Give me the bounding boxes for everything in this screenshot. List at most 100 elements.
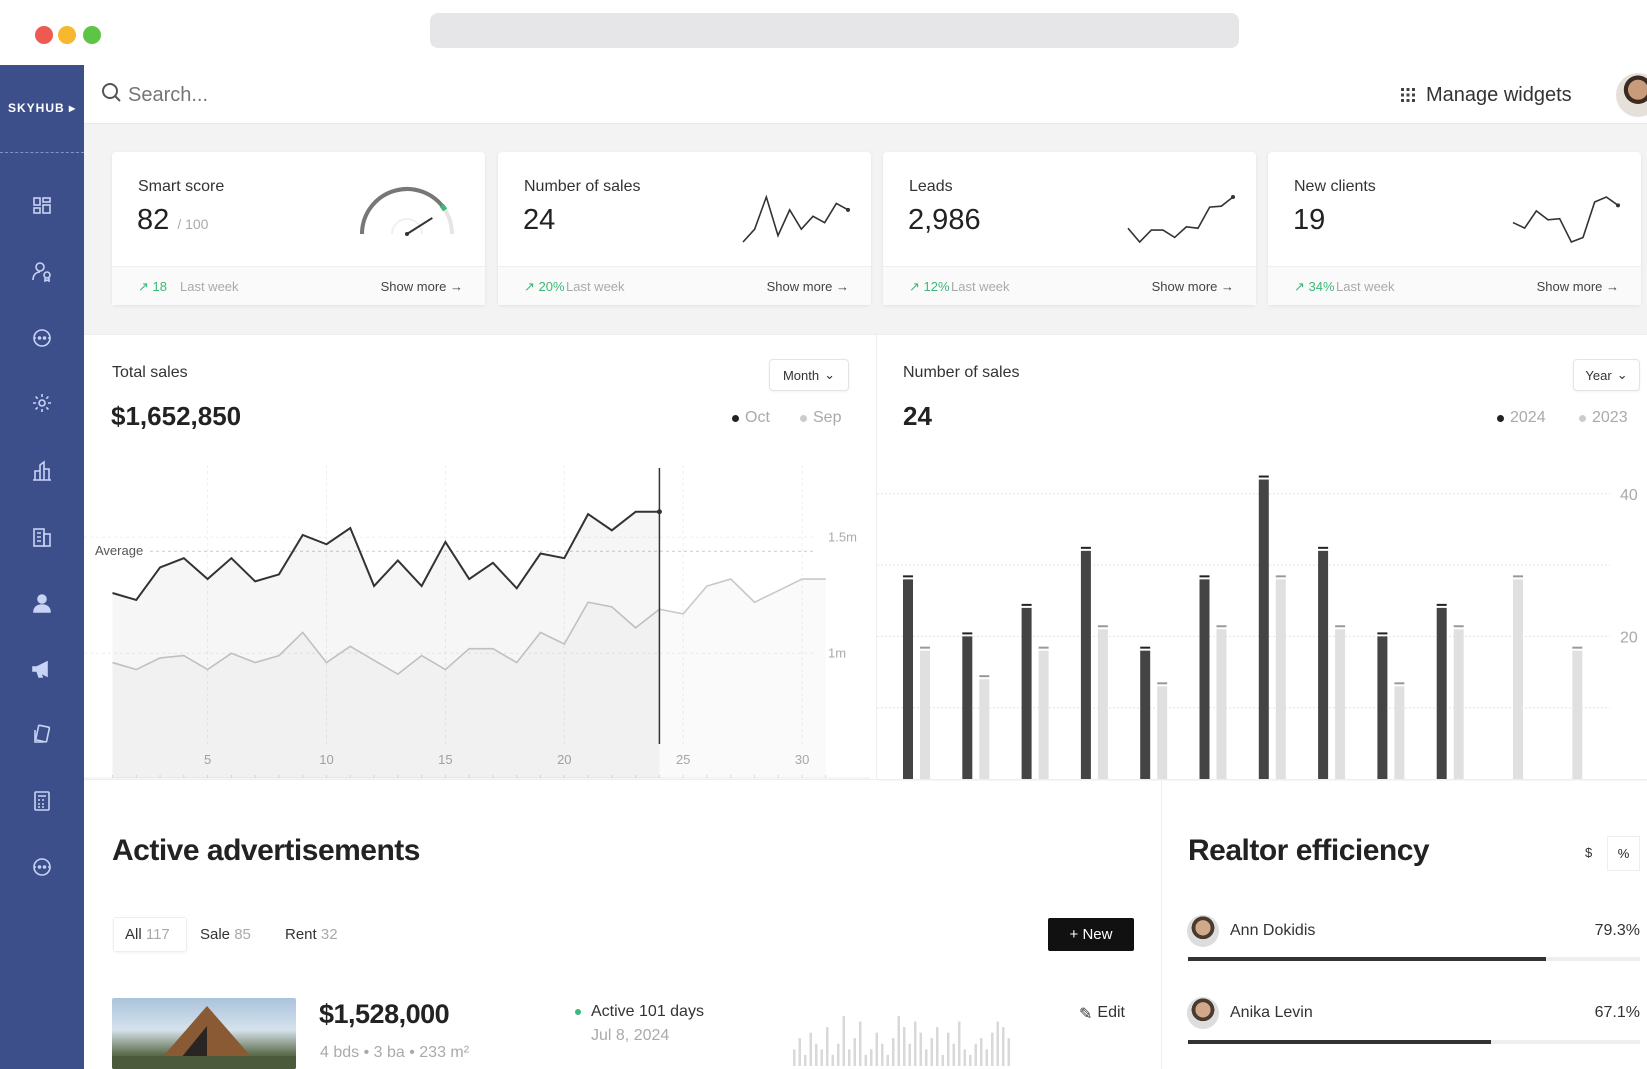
person-icon[interactable] [30, 591, 54, 615]
grid-icon [1401, 88, 1415, 102]
new-ad-button[interactable]: + New [1048, 918, 1134, 951]
legend-2023: 2023 [1579, 409, 1628, 427]
city-icon[interactable] [30, 459, 54, 483]
building-icon[interactable] [30, 525, 54, 549]
score-value: 82 [137, 204, 170, 236]
activity-bar [875, 1032, 878, 1066]
sparkline-path [1127, 196, 1234, 244]
show-more-link[interactable]: Show more → [1151, 279, 1234, 294]
gear-icon[interactable] [30, 391, 54, 415]
year-select[interactable]: Year ⌄ [1573, 359, 1640, 391]
kpi-period: Last week [180, 279, 239, 294]
status-dot [575, 1009, 581, 1015]
support-icon[interactable] [30, 326, 54, 350]
activity-bar [930, 1038, 933, 1066]
kpi-card-number-of-sales: Number of sales 24 ↗ 20% Last week Show … [498, 152, 871, 305]
activity-bar [1002, 1027, 1005, 1066]
logo[interactable]: SKYHUB ▸ [7, 101, 77, 115]
activity-bar [864, 1054, 867, 1066]
activity-bar [985, 1049, 988, 1066]
activity-bar [952, 1043, 955, 1066]
listing-date: Jul 8, 2024 [591, 1027, 670, 1044]
filter-all-tab[interactable] [113, 917, 187, 952]
megaphone-icon[interactable] [30, 657, 54, 681]
user-badge-icon[interactable] [30, 259, 54, 283]
cards-icon[interactable] [30, 722, 54, 746]
activity-bar [837, 1043, 840, 1066]
kpi-title: Smart score [138, 178, 225, 195]
kpi-change: ↗ 34% [1294, 279, 1335, 294]
address-bar[interactable] [430, 13, 1239, 48]
chevron-down-icon: ⌄ [824, 367, 836, 382]
unit-dollar-toggle[interactable]: $ [1585, 845, 1593, 860]
activity-bar [848, 1049, 851, 1066]
activity-bar [870, 1049, 873, 1066]
kpi-footer: ↗ 20% Last week Show more → [498, 266, 871, 305]
score-max: / 100 [177, 216, 209, 232]
activity-bar [969, 1054, 972, 1066]
show-more-link[interactable]: Show more → [380, 279, 463, 294]
listing-photo[interactable] [112, 998, 296, 1069]
divider [1161, 780, 1162, 1069]
activity-bar [947, 1032, 950, 1066]
search-icon [102, 83, 121, 102]
filter-all[interactable]: All 117 [125, 926, 170, 943]
show-more-link[interactable]: Show more → [766, 279, 849, 294]
smart-score-gauge [360, 187, 454, 236]
kpi-card-smart-score: Smart score 82 / 100 ↗ 18 Last week Show… [112, 152, 485, 305]
realtor-avatar [1187, 915, 1219, 947]
calculator-icon[interactable] [30, 789, 54, 813]
activity-bar [826, 1027, 829, 1066]
kpi-change: ↗ 12% [909, 279, 950, 294]
unit-percent-toggle[interactable]: % [1607, 836, 1640, 871]
realtor-pct: 79.3% [1594, 922, 1640, 939]
sparkline [1512, 196, 1620, 244]
activity-bar [908, 1043, 911, 1066]
activity-bar [815, 1043, 818, 1066]
kpi-value: 82 / 100 [137, 204, 208, 237]
user-avatar[interactable] [1616, 73, 1647, 117]
activity-bar [974, 1043, 977, 1066]
search-input[interactable] [128, 78, 528, 112]
realtor-name[interactable]: Anika Levin [1230, 1004, 1313, 1021]
activity-bar [996, 1021, 999, 1066]
gauge-tip [439, 203, 448, 212]
kpi-title: Number of sales [524, 178, 641, 195]
activity-bar [809, 1032, 812, 1066]
manage-widgets-button[interactable]: Manage widgets [1400, 78, 1572, 112]
kpi-period: Last week [566, 279, 625, 294]
activity-bar [853, 1038, 856, 1066]
kpi-value: 2,986 [908, 204, 981, 236]
activity-bar [941, 1054, 944, 1066]
sparkline-end-point [1231, 195, 1235, 199]
show-more-link[interactable]: Show more → [1536, 279, 1619, 294]
filter-sale[interactable]: Sale 85 [200, 926, 251, 943]
kpi-card-new-clients: New clients 19 ↗ 34% Last week Show more… [1268, 152, 1641, 305]
sidebar-divider [0, 152, 84, 153]
kpi-change: ↗ 20% [524, 279, 565, 294]
active-ads-title: Active advertisements [112, 834, 421, 867]
activity-bar [980, 1038, 983, 1066]
maximize-window-button[interactable] [83, 26, 101, 44]
activity-bar [892, 1038, 895, 1066]
activity-bar [881, 1043, 884, 1066]
legend-sep: Sep [800, 409, 841, 427]
chevron-down-icon: ⌄ [1616, 367, 1628, 382]
kpi-period: Last week [1336, 279, 1395, 294]
sparkline-path [1512, 196, 1619, 244]
realtor-name[interactable]: Ann Dokidis [1230, 922, 1316, 939]
activity-bar [820, 1049, 823, 1066]
month-select[interactable]: Month ⌄ [769, 359, 849, 391]
sparkline-end-point [1616, 203, 1620, 208]
realtor-avatar [1187, 997, 1219, 1029]
legend-oct: Oct [732, 409, 770, 427]
support-icon[interactable] [30, 855, 54, 879]
filter-rent[interactable]: Rent 32 [285, 926, 338, 943]
realtor-efficiency-title: Realtor efficiency [1188, 834, 1430, 867]
number-of-sales-value: 24 [903, 401, 932, 431]
edit-button[interactable]: ✎ Edit [1079, 1004, 1125, 1023]
total-sales-value: $1,652,850 [111, 401, 242, 431]
close-window-button[interactable] [35, 26, 53, 44]
dashboard-icon[interactable] [30, 194, 54, 218]
minimize-window-button[interactable] [58, 26, 76, 44]
